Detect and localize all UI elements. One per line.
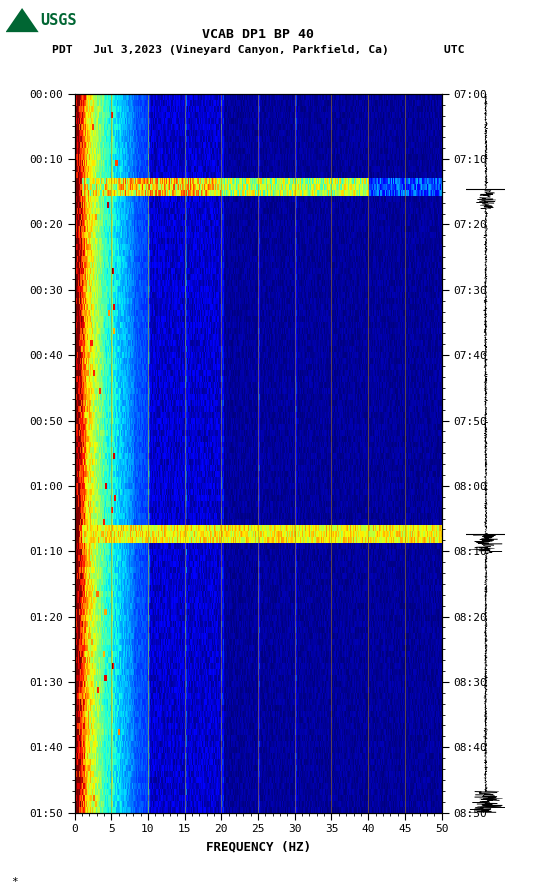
Polygon shape <box>6 8 39 32</box>
Text: VCAB DP1 BP 40: VCAB DP1 BP 40 <box>202 29 314 41</box>
X-axis label: FREQUENCY (HZ): FREQUENCY (HZ) <box>205 840 311 853</box>
Text: USGS: USGS <box>40 13 77 28</box>
Text: *: * <box>11 877 18 888</box>
Text: PDT   Jul 3,2023 (Vineyard Canyon, Parkfield, Ca)        UTC: PDT Jul 3,2023 (Vineyard Canyon, Parkfie… <box>52 45 464 55</box>
